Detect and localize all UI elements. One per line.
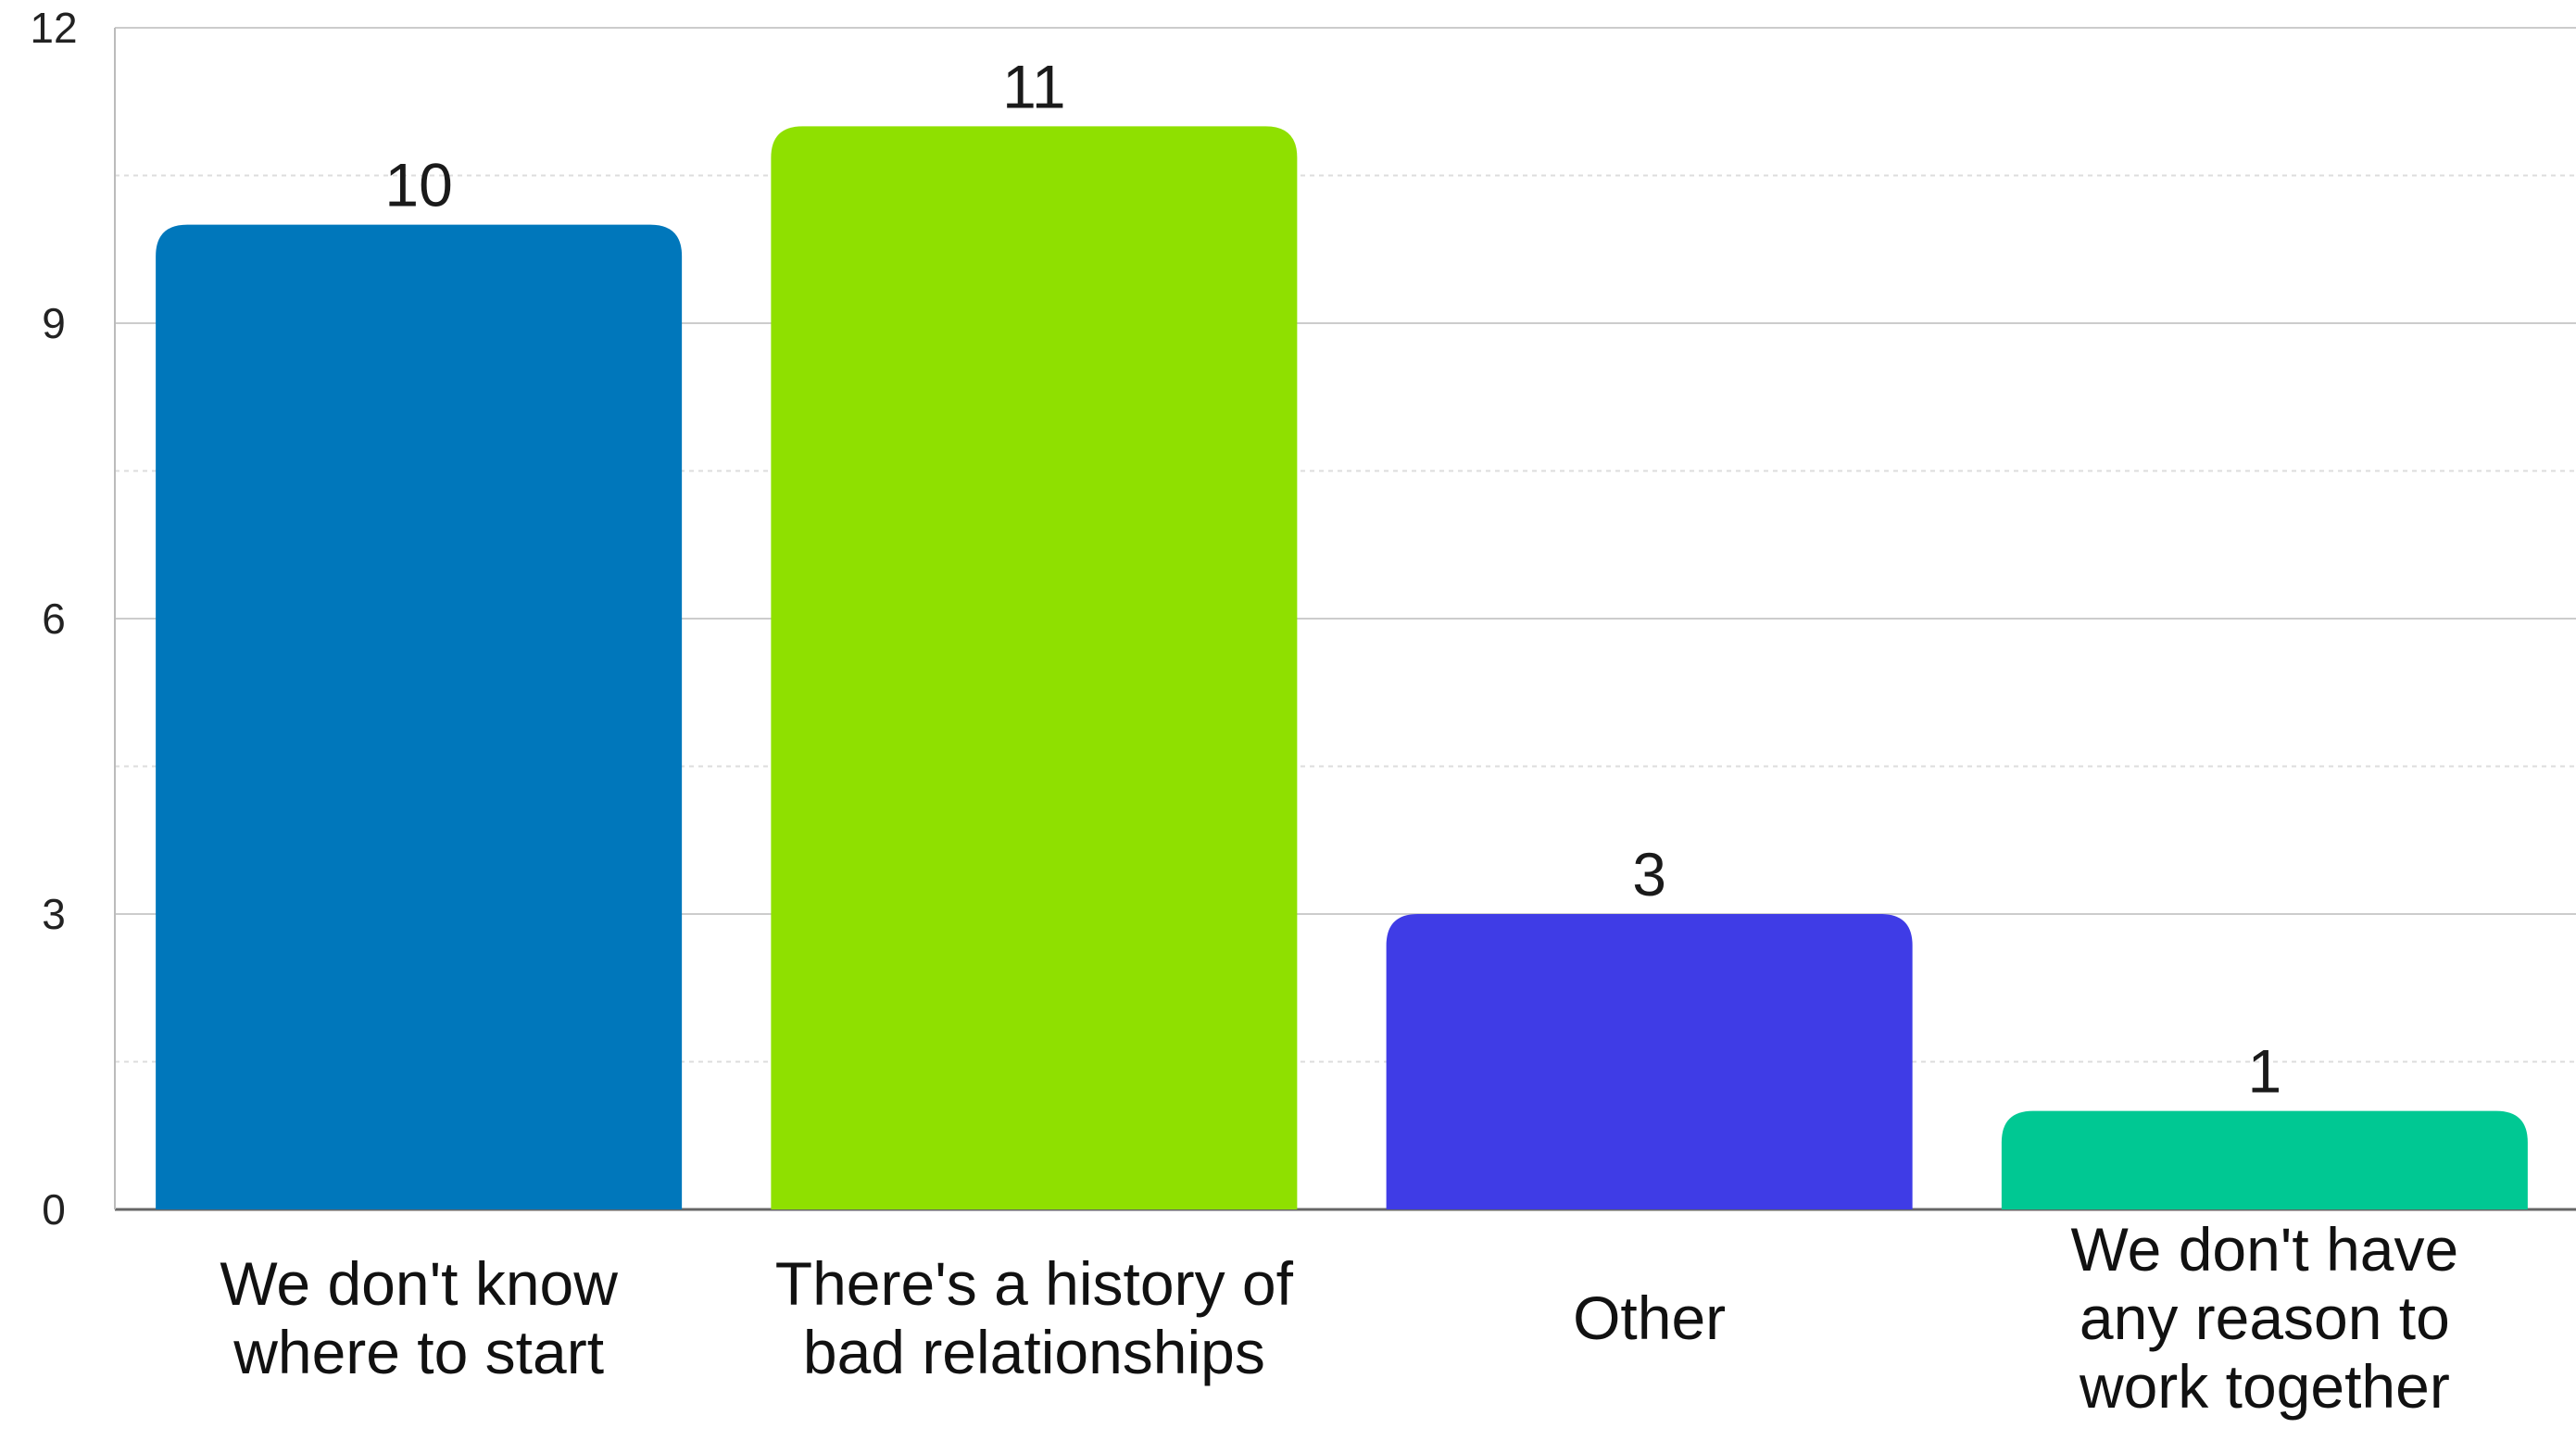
bar [156, 224, 683, 1210]
data-labels: 10 11 3 1 [384, 52, 2281, 1105]
bar-value-label: 3 [1632, 840, 1666, 908]
bar-value-label: 1 [2248, 1037, 2282, 1106]
category-label: We don't know where to start [220, 1249, 618, 1386]
y-tick-label: 9 [42, 299, 66, 347]
y-axis: 0 3 6 9 12 [30, 4, 116, 1234]
category-label: We don't have any reason to work together [2071, 1215, 2459, 1421]
y-tick-label: 3 [42, 890, 66, 938]
y-tick-label: 0 [42, 1185, 66, 1234]
bar [1386, 914, 1913, 1209]
y-tick-label: 12 [30, 4, 77, 52]
x-axis-labels: We don't know where to start There's a his… [220, 1215, 2458, 1421]
bar-value-label: 11 [1002, 52, 1066, 120]
y-tick-label: 6 [42, 595, 66, 643]
bars [156, 126, 2528, 1210]
bar [2001, 1110, 2528, 1209]
category-label: Other [1573, 1284, 1726, 1352]
bar [771, 126, 1298, 1209]
category-label: There's a history of bad relationships [775, 1249, 1294, 1386]
bar-value-label: 10 [384, 151, 452, 219]
